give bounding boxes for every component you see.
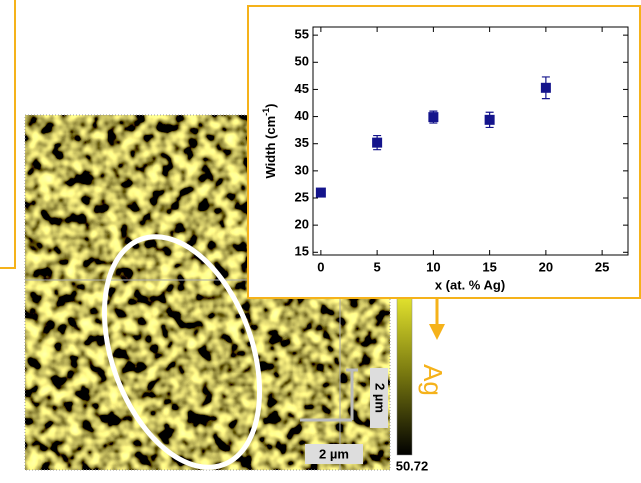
y-tick-label: 25: [295, 189, 309, 204]
x-tick-label: 0: [317, 259, 324, 274]
marker: [540, 82, 551, 93]
plot: 0 5 10 15 20 25 15 20 25 30 35 40 45 50 55: [295, 27, 628, 274]
x-tick-label: 25: [595, 259, 609, 274]
marker: [372, 137, 383, 148]
scale-label: 2 µm: [319, 446, 349, 461]
y-label-suffix: ): [263, 103, 278, 107]
y-label-sup: -1: [261, 108, 271, 116]
x-axis-label: x (at. % Ag): [435, 277, 505, 292]
y-tick-label: 45: [295, 81, 309, 96]
y-tick-label: 30: [295, 162, 309, 177]
scale-bars: [300, 368, 358, 422]
y-axis-label: Width (cm-1): [261, 103, 278, 178]
x-tick-label: 5: [374, 259, 381, 274]
plot-frame: [312, 26, 629, 256]
x-tick-label: 10: [426, 259, 440, 274]
colorbar-label: 50.72: [396, 458, 429, 473]
y-tick-label: 55: [295, 27, 309, 42]
frame-edge: [0, 0, 16, 269]
marker: [315, 187, 326, 198]
scale-label-bg: [370, 368, 388, 428]
y-tick-label: 40: [295, 108, 309, 123]
y-label-text: Width (cm: [263, 116, 278, 179]
x-tick-label: 20: [539, 259, 553, 274]
y-tick-label: 50: [295, 54, 309, 69]
highlight-ellipse: [101, 234, 263, 470]
marker: [484, 114, 495, 125]
y-tick-label: 20: [295, 217, 309, 232]
scale-label: 2 µm: [373, 383, 388, 413]
x-tick-label: 15: [482, 259, 496, 274]
y-tick-label: 15: [295, 244, 309, 259]
element-label: Ag: [418, 364, 448, 396]
arrow-head: [429, 324, 445, 340]
scale-label-bg: [305, 444, 363, 464]
marker: [428, 112, 439, 123]
colorbar: [396, 289, 413, 456]
y-tick-label: 35: [295, 135, 309, 150]
